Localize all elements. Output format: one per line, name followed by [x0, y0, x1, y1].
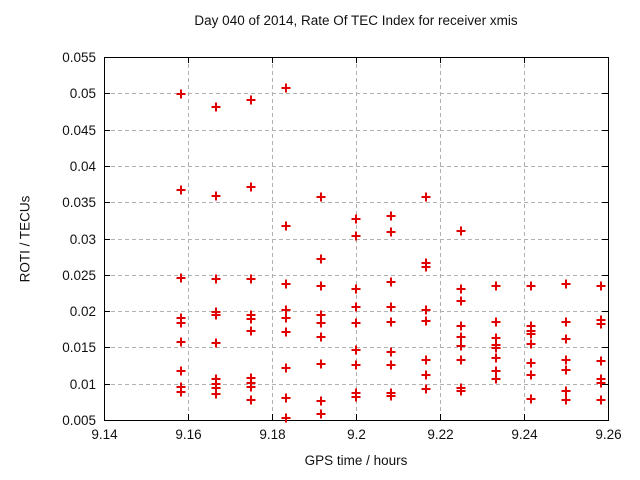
- y-tick-label: 0.01: [70, 377, 96, 392]
- chart-title: Day 040 of 2014, Rate Of TEC Index for r…: [194, 13, 518, 28]
- x-tick-label: 9.22: [427, 427, 453, 442]
- y-tick-label: 0.005: [62, 413, 96, 428]
- y-tick-label: 0.05: [70, 86, 96, 101]
- x-tick-label: 9.14: [91, 427, 118, 442]
- y-axis-label: ROTI / TECUs: [17, 195, 33, 283]
- x-axis-label: GPS time / hours: [304, 453, 408, 468]
- y-tick-label: 0.03: [70, 232, 96, 247]
- y-tick-label: 0.04: [70, 159, 97, 174]
- y-tick-label: 0.025: [62, 268, 96, 283]
- y-tick-label: 0.02: [70, 304, 96, 319]
- y-tick-label: 0.055: [62, 50, 96, 65]
- x-tick-label: 9.26: [595, 427, 621, 442]
- y-tick-label: 0.015: [62, 340, 96, 355]
- x-tick-label: 9.18: [259, 427, 285, 442]
- x-tick-label: 9.24: [511, 427, 538, 442]
- y-tick-label: 0.045: [62, 123, 96, 138]
- x-tick-label: 9.16: [175, 427, 201, 442]
- y-tick-label: 0.035: [62, 195, 96, 210]
- x-tick-label: 9.2: [347, 427, 366, 442]
- data-point-markers: [176, 83, 606, 423]
